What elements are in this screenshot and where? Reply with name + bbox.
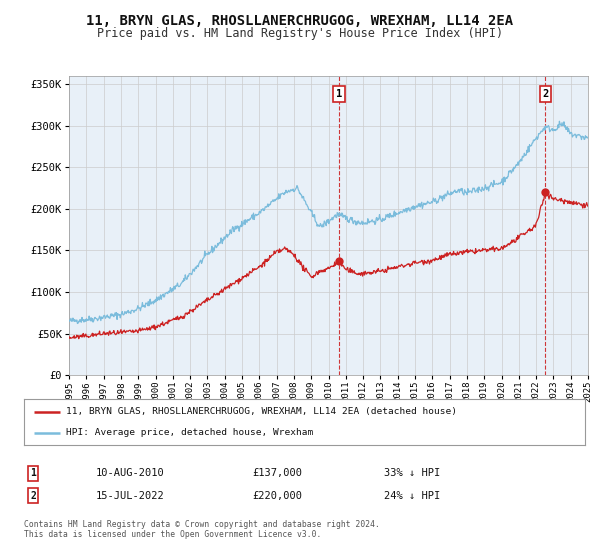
Text: Price paid vs. HM Land Registry's House Price Index (HPI): Price paid vs. HM Land Registry's House … [97,27,503,40]
Text: 11, BRYN GLAS, RHOSLLANERCHRUGOG, WREXHAM, LL14 2EA (detached house): 11, BRYN GLAS, RHOSLLANERCHRUGOG, WREXHA… [66,407,457,416]
Text: £137,000: £137,000 [252,468,302,478]
Text: 11, BRYN GLAS, RHOSLLANERCHRUGOG, WREXHAM, LL14 2EA: 11, BRYN GLAS, RHOSLLANERCHRUGOG, WREXHA… [86,14,514,28]
Text: 1: 1 [336,89,342,99]
Text: 24% ↓ HPI: 24% ↓ HPI [384,491,440,501]
Text: 15-JUL-2022: 15-JUL-2022 [96,491,165,501]
Text: 33% ↓ HPI: 33% ↓ HPI [384,468,440,478]
Text: 10-AUG-2010: 10-AUG-2010 [96,468,165,478]
Text: 1: 1 [30,468,36,478]
Text: 2: 2 [30,491,36,501]
Text: 2: 2 [542,89,548,99]
Text: HPI: Average price, detached house, Wrexham: HPI: Average price, detached house, Wrex… [66,428,313,437]
Text: £220,000: £220,000 [252,491,302,501]
Text: Contains HM Land Registry data © Crown copyright and database right 2024.
This d: Contains HM Land Registry data © Crown c… [24,520,380,539]
